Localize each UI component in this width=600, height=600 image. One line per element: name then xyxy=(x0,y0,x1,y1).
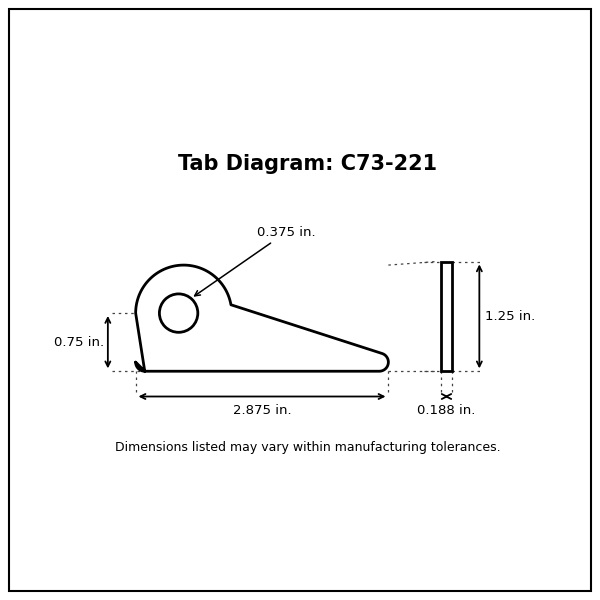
Text: 0.75 in.: 0.75 in. xyxy=(53,335,104,349)
Text: Dimensions listed may vary within manufacturing tolerances.: Dimensions listed may vary within manufa… xyxy=(115,440,500,454)
Polygon shape xyxy=(136,265,388,371)
Text: 2.875 in.: 2.875 in. xyxy=(233,404,292,417)
Text: 0.375 in.: 0.375 in. xyxy=(194,226,316,296)
Text: 0.188 in.: 0.188 in. xyxy=(418,404,476,417)
Bar xyxy=(442,262,452,371)
Text: 1.25 in.: 1.25 in. xyxy=(485,310,536,323)
Text: Tab Diagram: C73-221: Tab Diagram: C73-221 xyxy=(178,154,437,174)
